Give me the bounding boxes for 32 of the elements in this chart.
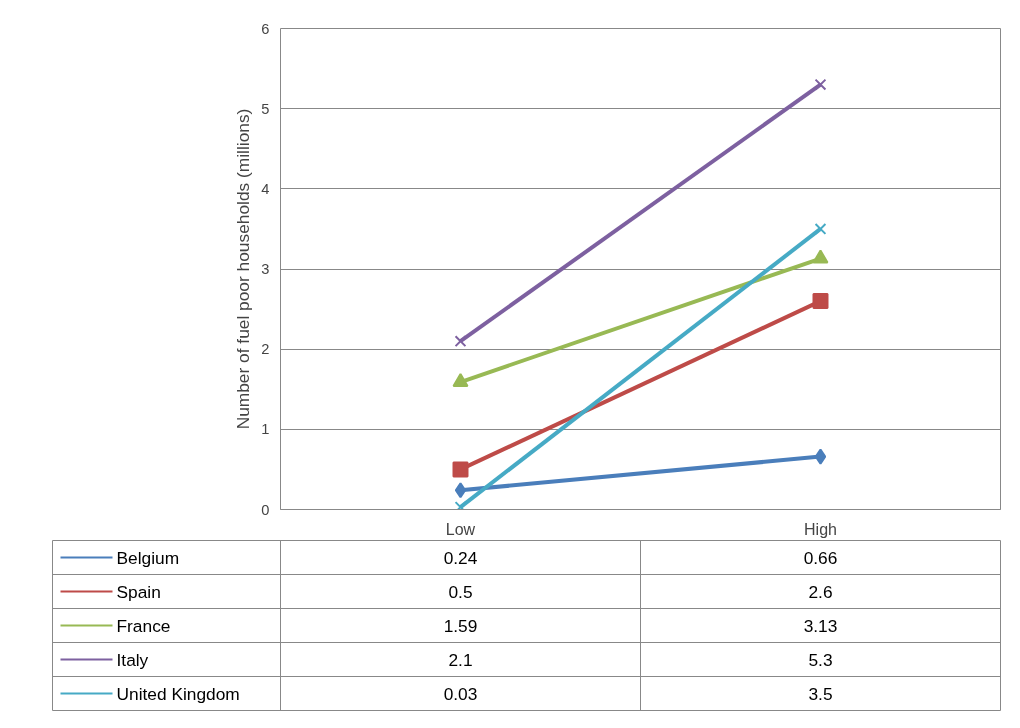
data-label: 3.13 <box>803 615 838 636</box>
data-label: 0.66 <box>803 547 838 568</box>
y-tick-label: 3 <box>261 261 270 277</box>
legend-label: United Kingdom <box>116 683 240 704</box>
point <box>814 78 827 91</box>
y-tick-label: 4 <box>261 180 270 197</box>
legend-label: Italy <box>116 649 149 670</box>
data-label: 3.5 <box>808 683 833 704</box>
point <box>814 222 827 235</box>
data-label: 0.03 <box>443 683 478 704</box>
data-label: 0.5 <box>448 581 473 602</box>
data-label: 2.1 <box>448 649 473 670</box>
data-label: 0.24 <box>443 547 478 568</box>
y-axis-title: Number of fuel poor households (millions) <box>233 108 254 430</box>
y-tick-label: 6 <box>261 20 270 37</box>
y-tick-label: 5 <box>261 100 270 117</box>
point <box>454 482 467 499</box>
legend-label: France <box>116 615 171 636</box>
y-tick-label: 1 <box>261 421 270 438</box>
legend-label: Spain <box>116 581 161 602</box>
point <box>814 448 827 465</box>
x-tick-label: High <box>804 520 837 538</box>
point <box>452 461 469 478</box>
y-tick-label: 0 <box>261 501 270 518</box>
legend-label: Belgium <box>116 547 180 568</box>
y-tick-label: 2 <box>261 341 270 358</box>
point <box>454 335 467 348</box>
data-label: 5.3 <box>808 649 833 670</box>
point <box>812 293 829 310</box>
data-label: 2.6 <box>808 581 833 602</box>
data-label: 1.59 <box>443 615 478 636</box>
x-tick-label: Low <box>445 520 476 538</box>
